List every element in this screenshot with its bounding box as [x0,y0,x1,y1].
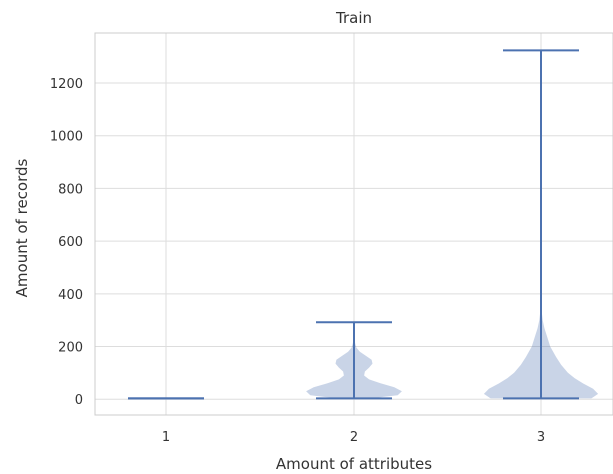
plot-frame [94,32,613,416]
x-tick-label: 3 [537,430,545,445]
y-tick-label: 0 [75,393,83,408]
y-tick-label: 1200 [50,77,83,92]
x-axis-label: Amount of attributes [276,455,432,473]
y-tick-label: 800 [58,182,83,197]
x-tick-label: 2 [350,430,358,445]
violin-layer [128,49,599,400]
y-tick-label: 200 [58,341,83,356]
y-tick-label: 1000 [50,130,83,145]
y-tick-label: 400 [58,288,83,303]
y-axis-label: Amount of records [13,158,31,297]
x-tick-label: 1 [162,430,170,445]
chart-title: Train [335,9,372,27]
y-tick-label: 600 [58,235,83,250]
tick-layer: 0 200 400 600 800 1000 1200 1 2 3 [50,77,545,445]
